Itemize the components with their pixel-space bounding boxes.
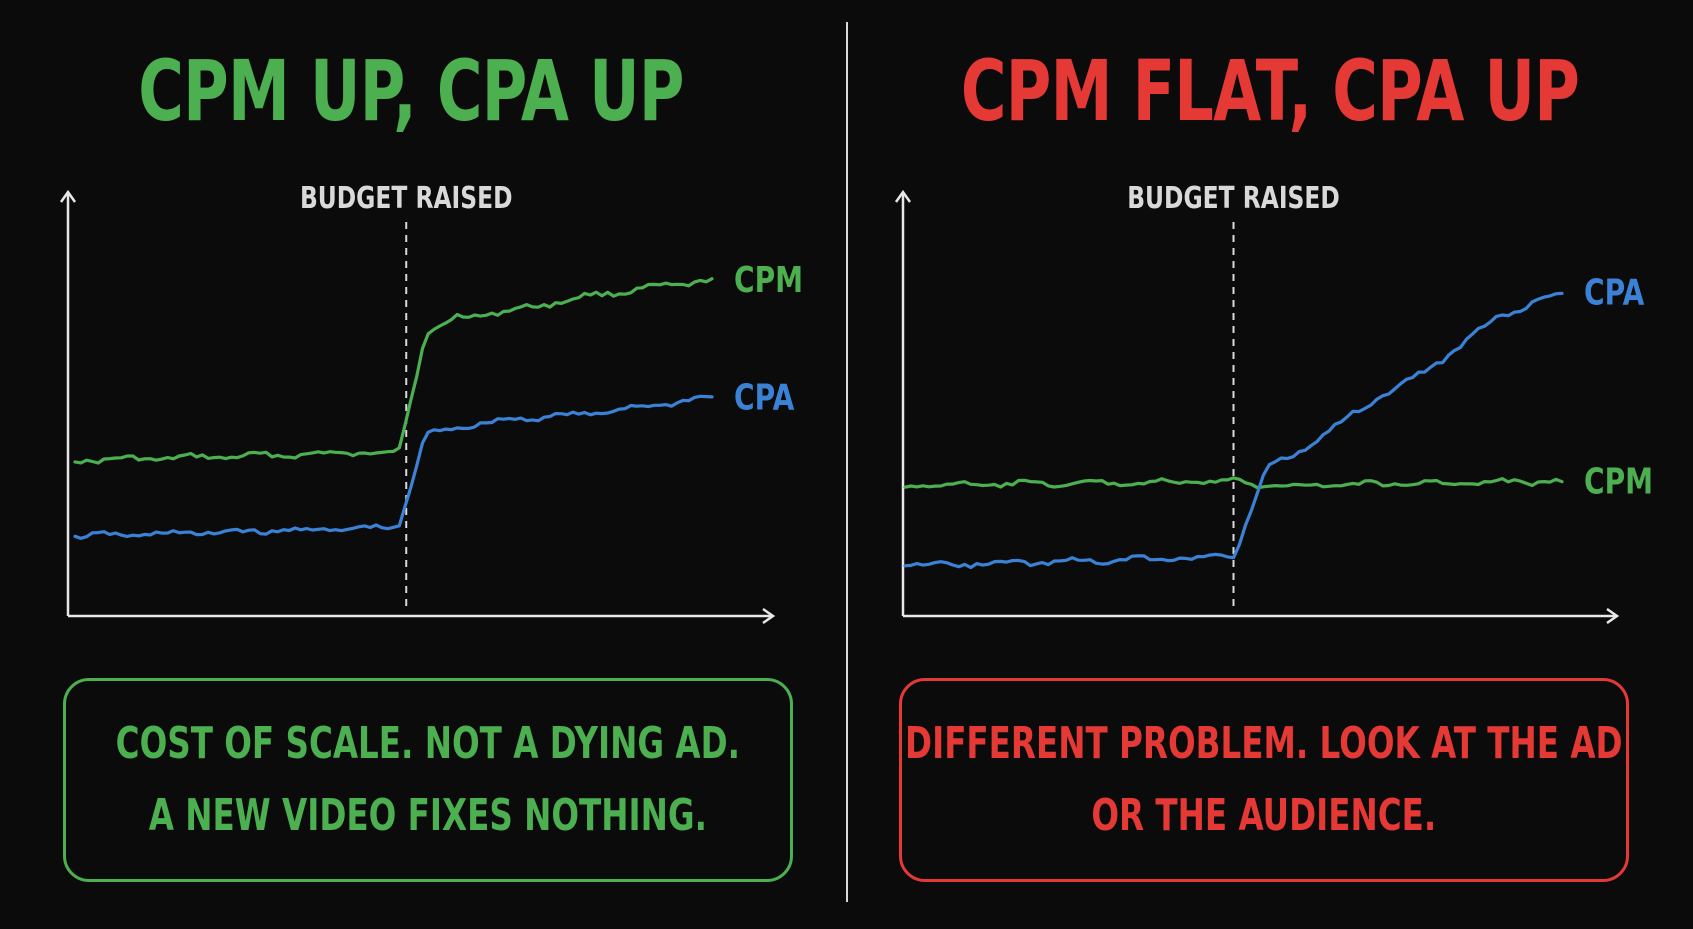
right-note-line-2: OR THE AUDIENCE. bbox=[1091, 790, 1437, 841]
left-panel: CPM UP, CPA UP BUDGET RAISED CPM CPA COST … bbox=[0, 0, 846, 929]
left-title: CPM UP, CPA UP bbox=[138, 42, 684, 140]
left-note-line-2: A NEW VIDEO FIXES NOTHING. bbox=[148, 790, 708, 841]
right-note-line-1: DIFFERENT PROBLEM. LOOK AT THE AD bbox=[905, 718, 1623, 769]
left-note-line-1: COST OF SCALE. NOT A DYING AD. bbox=[115, 718, 741, 769]
right-series-cpa-label: CPA bbox=[1584, 271, 1644, 313]
left-series-cpa-line bbox=[73, 394, 714, 540]
right-panel: CPM FLAT, CPA UP BUDGET RAISED CPM CPA DIF… bbox=[847, 0, 1693, 929]
panel-divider bbox=[846, 22, 848, 902]
left-chart: BUDGET RAISED CPM CPA bbox=[59, 181, 803, 625]
right-budget-label: BUDGET RAISED bbox=[1127, 181, 1340, 216]
right-chart: BUDGET RAISED CPM CPA bbox=[894, 181, 1653, 625]
right-series-cpm-label: CPM bbox=[1584, 460, 1653, 502]
right-note-text: DIFFERENT PROBLEM. LOOK AT THE AD OR THE… bbox=[905, 708, 1622, 852]
left-series-cpm-label: CPM bbox=[734, 258, 803, 300]
left-budget-label: BUDGET RAISED bbox=[300, 181, 513, 216]
left-note-text: COST OF SCALE. NOT A DYING AD. A NEW VID… bbox=[116, 708, 740, 852]
left-note-box: COST OF SCALE. NOT A DYING AD. A NEW VID… bbox=[63, 678, 793, 882]
left-x-axis-arrow bbox=[762, 607, 776, 625]
right-series-cpa-line bbox=[903, 291, 1564, 570]
right-title: CPM FLAT, CPA UP bbox=[960, 42, 1580, 140]
right-note-box: DIFFERENT PROBLEM. LOOK AT THE AD OR THE… bbox=[899, 678, 1629, 882]
right-series-cpm-line bbox=[903, 476, 1564, 490]
right-x-axis-arrow bbox=[1606, 607, 1620, 625]
left-y-axis-arrow bbox=[59, 189, 77, 203]
right-y-axis-arrow bbox=[894, 189, 912, 203]
left-series-cpa-label: CPA bbox=[734, 376, 794, 418]
left-series-cpm-line bbox=[73, 277, 714, 465]
